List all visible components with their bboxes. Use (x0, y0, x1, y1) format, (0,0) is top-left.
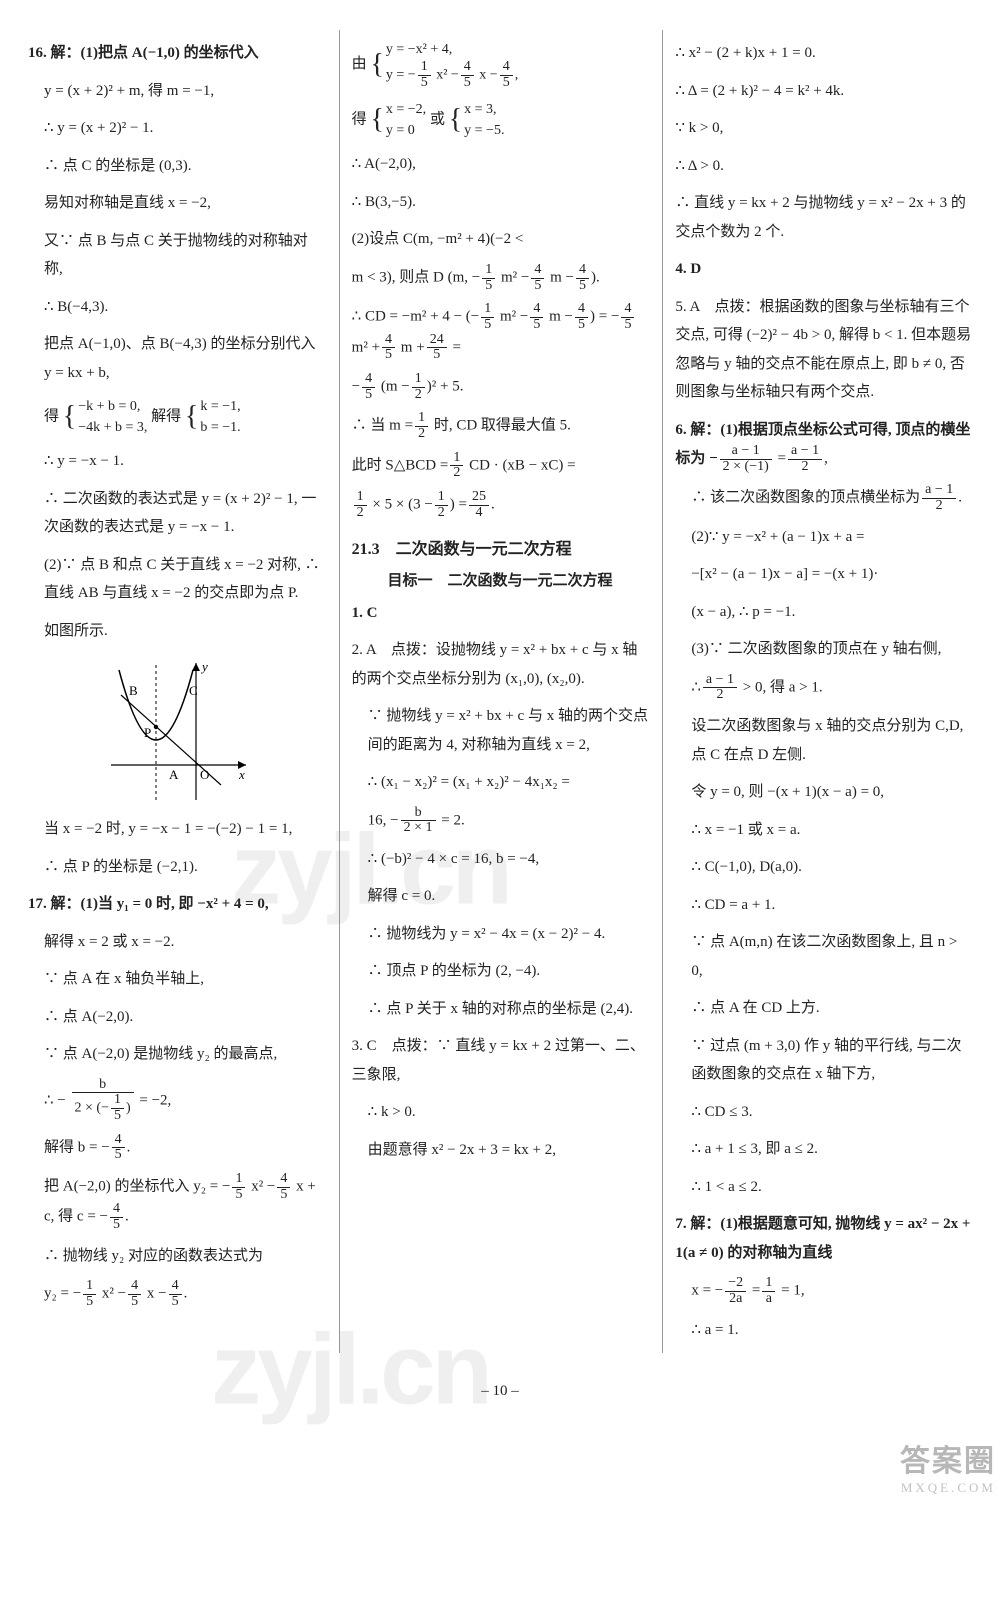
q16-l5: 又∵ 点 B 与点 C 关于抛物线的对称轴对称, (28, 227, 325, 284)
q16-l1: y = (x + 2)² + m, 得 m = −1, (28, 77, 325, 106)
q17-l1: 解得 x = 2 或 x = −2. (28, 928, 325, 957)
page-columns: 16. 解：(1)把点 A(−1,0) 的坐标代入 y = (x + 2)² +… (28, 30, 972, 1353)
q16-intro: 16. 解：(1)把点 A(−1,0) 的坐标代入 (28, 39, 325, 68)
c2-q3-l2: 由题意得 x² − 2x + 3 = kx + 2, (352, 1136, 649, 1165)
c3-q7-l1: x = −−22a =1a = 1, (675, 1276, 972, 1306)
c3-q7-l2: ∴ a = 1. (675, 1316, 972, 1345)
c3-q6-3e: ∴ x = −1 或 x = a. (675, 816, 972, 845)
c3-q6-l1: ∴ 该二次函数图象的顶点横坐标为a − 12. (675, 483, 972, 513)
c3-q6-intro: 6. 解：(1)根据顶点坐标公式可得, 顶点的横坐标为 −a − 12 × (−… (675, 416, 972, 475)
q17-bigfrac: ∴ − b 2 × (−15) = −2, (28, 1078, 325, 1124)
q16-l7: 把点 A(−1,0)、点 B(−4,3) 的坐标分别代入 y = kx + b, (28, 330, 325, 387)
q16-after1: 当 x = −2 时, y = −x − 1 = −(−2) − 1 = 1, (28, 815, 325, 844)
svg-text:B: B (129, 683, 138, 698)
page-number: – 10 – (28, 1383, 972, 1400)
q17-l5: 解得 b = −45. (28, 1133, 325, 1163)
c2-A: ∴ A(−2,0), (352, 150, 649, 179)
c3-l3: ∵ k > 0, (675, 114, 972, 143)
c3-q4: 4. D (675, 255, 972, 284)
q17-l8: y₂ = −15 x² −45 x −45. (28, 1279, 325, 1309)
c2-S: 此时 S△BCD =12 CD · (xB − xC) = (352, 451, 649, 481)
corner-watermark: 答案圈 MXQE.COM (900, 1436, 996, 1496)
c2-q2-l6: ∴ 顶点 P 的坐标为 (2, −4). (352, 957, 649, 986)
q16-l8: ∴ y = −x − 1. (28, 447, 325, 476)
c3-q6-3b: ∴a − 12 > 0, 得 a > 1. (675, 673, 972, 703)
c3-q5: 5. A 点拨：根据函数的图象与坐标轴有三个交点, 可得 (−2)² − 4b … (675, 293, 972, 407)
c3-q6-3g: ∴ CD = a + 1. (675, 891, 972, 920)
c3-l5: ∴ 直线 y = kx + 2 与抛物线 y = x² − 2x + 3 的交点… (675, 189, 972, 246)
c3-l2: ∴ Δ = (2 + k)² − 4 = k² + 4k. (675, 77, 972, 106)
svg-text:P: P (144, 725, 151, 740)
c2-S2: 12 × 5 × (3 −12) =254. (352, 490, 649, 520)
c3-q6-2c: (x − a), ∴ p = −1. (675, 598, 972, 627)
svg-text:y: y (200, 659, 208, 674)
c3-q6-3m: ∴ 1 < a ≤ 2. (675, 1173, 972, 1202)
q17-l4: ∵ 点 A(−2,0) 是抛物线 y₂ 的最高点, (28, 1040, 325, 1069)
c2-sys: 由 { y = −x² + 4, y = −15 x² −45 x −45, (352, 39, 649, 90)
q16-2b: 如图所示. (28, 617, 325, 646)
c2-p2b: m < 3), 则点 D (m, −15 m² −45 m −45). (352, 263, 649, 293)
subtitle-target1: 目标一 二次函数与一元二次方程 (352, 569, 649, 590)
q16-2a: (2)∵ 点 B 和点 C 关于直线 x = −2 对称, ∴ 直线 AB 与直… (28, 551, 325, 608)
c3-q6-3c: 设二次函数图象与 x 轴的交点分别为 C,D, 点 C 在点 D 左侧. (675, 712, 972, 769)
c2-max: ∴ 当 m =12 时, CD 取得最大值 5. (352, 411, 649, 441)
c2-q2-l2b: 16, −b2 × 1 = 2. (352, 806, 649, 836)
q16-graph: B C P A O x y (101, 655, 251, 805)
c2-q2-l7: ∴ 点 P 关于 x 轴的对称点的坐标是 (2,4). (352, 995, 649, 1024)
q17-l2: ∵ 点 A 在 x 轴负半轴上, (28, 965, 325, 994)
q16-l3: ∴ 点 C 的坐标是 (0,3). (28, 152, 325, 181)
c3-l1: ∴ x² − (2 + k)x + 1 = 0. (675, 39, 972, 68)
column-2: 由 { y = −x² + 4, y = −15 x² −45 x −45, 得… (339, 30, 649, 1353)
c2-q2-l2: ∴ (x₁ − x₂)² = (x₁ + x₂)² − 4x₁x₂ = (352, 768, 649, 797)
c2-q2-l3: ∴ (−b)² − 4 × c = 16, b = −4, (352, 845, 649, 874)
c3-q6-2a: (2)∵ y = −x² + (a − 1)x + a = (675, 523, 972, 552)
c2-sol: 得 {x = −2,y = 0 或 {x = 3,y = −5. (352, 99, 649, 141)
c3-q7-intro: 7. 解：(1)根据题意可知, 抛物线 y = ax² − 2x + 1(a ≠… (675, 1210, 972, 1267)
svg-text:x: x (238, 767, 245, 782)
q16-l2: ∴ y = (x + 2)² − 1. (28, 114, 325, 143)
corner-line1: 答案圈 (900, 1436, 996, 1480)
q17-l3: ∴ 点 A(−2,0). (28, 1003, 325, 1032)
c2-q3-l1: ∴ k > 0. (352, 1098, 649, 1127)
c2-p2a: (2)设点 C(m, −m² + 4)(−2 < (352, 225, 649, 254)
corner-line2: MXQE.COM (900, 1480, 996, 1496)
c2-B: ∴ B(3,−5). (352, 188, 649, 217)
c3-q6-3d: 令 y = 0, 则 −(x + 1)(x − a) = 0, (675, 778, 972, 807)
q16-l9: ∴ 二次函数的表达式是 y = (x + 2)² − 1, 一次函数的表达式是 … (28, 485, 325, 542)
svg-text:A: A (169, 767, 179, 782)
column-1: 16. 解：(1)把点 A(−1,0) 的坐标代入 y = (x + 2)² +… (28, 30, 325, 1353)
c2-q2-lead: 2. A 点拨：设抛物线 y = x² + bx + c 与 x 轴的两个交点坐… (352, 636, 649, 693)
column-3: ∴ x² − (2 + k)x + 1 = 0. ∴ Δ = (2 + k)² … (662, 30, 972, 1353)
c3-q6-3i: ∴ 点 A 在 CD 上方. (675, 994, 972, 1023)
c3-q6-3l: ∴ a + 1 ≤ 3, 即 a ≤ 2. (675, 1135, 972, 1164)
c3-q6-3a: (3)∵ 二次函数图象的顶点在 y 轴右侧, (675, 635, 972, 664)
q16-l6: ∴ B(−4,3). (28, 293, 325, 322)
q17-l7: ∴ 抛物线 y₂ 对应的函数表达式为 (28, 1242, 325, 1271)
q17-l6: 把 A(−2,0) 的坐标代入 y₂ = −15 x² −45 x + c, 得… (28, 1172, 325, 1233)
c2-q3-lead: 3. C 点拨：∵ 直线 y = kx + 2 过第一、二、三象限, (352, 1032, 649, 1089)
q16-l4: 易知对称轴是直线 x = −2, (28, 189, 325, 218)
c3-q6-3k: ∴ CD ≤ 3. (675, 1098, 972, 1127)
c3-q6-3h: ∵ 点 A(m,n) 在该二次函数图象上, 且 n > 0, (675, 928, 972, 985)
svg-text:O: O (200, 767, 209, 782)
c2-q2-l1: ∵ 抛物线 y = x² + bx + c 与 x 轴的两个交点间的距离为 4,… (352, 702, 649, 759)
svg-text:C: C (189, 683, 198, 698)
c3-l4: ∴ Δ > 0. (675, 152, 972, 181)
section-21-3: 21.3 二次函数与一元二次方程 (352, 535, 649, 559)
c2-q1: 1. C (352, 599, 649, 628)
q17-intro: 17. 解：(1)当 y₁ = 0 时, 即 −x² + 4 = 0, (28, 890, 325, 919)
c2-cd3: −45 (m −12)² + 5. (352, 372, 649, 402)
c3-q6-3j: ∵ 过点 (m + 3,0) 作 y 轴的平行线, 与二次函数图象的交点在 x … (675, 1032, 972, 1089)
q16-system: 得 { −k + b = 0, −4k + b = 3, 解得 { k = −1… (28, 396, 325, 438)
c2-q2-l4: 解得 c = 0. (352, 882, 649, 911)
c2-q2-l5: ∴ 抛物线为 y = x² − 4x = (x − 2)² − 4. (352, 920, 649, 949)
c3-q6-3f: ∴ C(−1,0), D(a,0). (675, 853, 972, 882)
q16-after2: ∴ 点 P 的坐标是 (−2,1). (28, 853, 325, 882)
c2-cd: ∴ CD = −m² + 4 − (−15 m² −45 m −45) = −4… (352, 302, 649, 363)
c3-q6-2b: −[x² − (a − 1)x − a] = −(x + 1)· (675, 560, 972, 589)
